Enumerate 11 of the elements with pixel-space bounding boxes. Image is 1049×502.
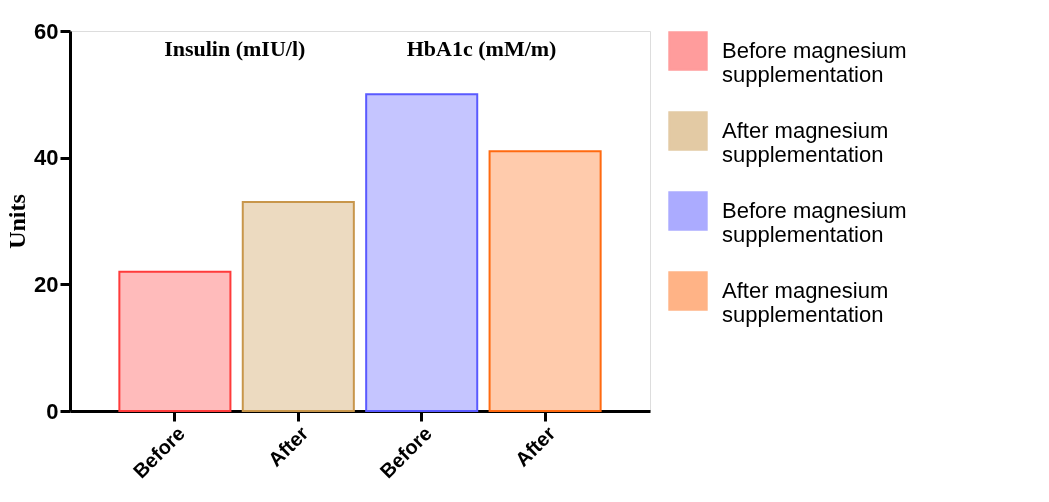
legend-label: Before magnesium supplementation [722,198,907,247]
y-tick-label: 40 [34,145,59,171]
annotation: Insulin (mIU/l) [164,36,306,61]
y-tick-label: 0 [46,398,59,424]
annotation: HbA1c (mM/m) [406,36,557,61]
legend-label: After magnesium supplementation [722,278,889,327]
legend-label: Before magnesium supplementation [722,38,907,87]
y-axis-title: Units [4,194,31,249]
legend-label: After magnesium supplementation [722,118,889,167]
y-tick-label: 20 [34,271,59,297]
y-tick-label: 60 [34,18,59,44]
